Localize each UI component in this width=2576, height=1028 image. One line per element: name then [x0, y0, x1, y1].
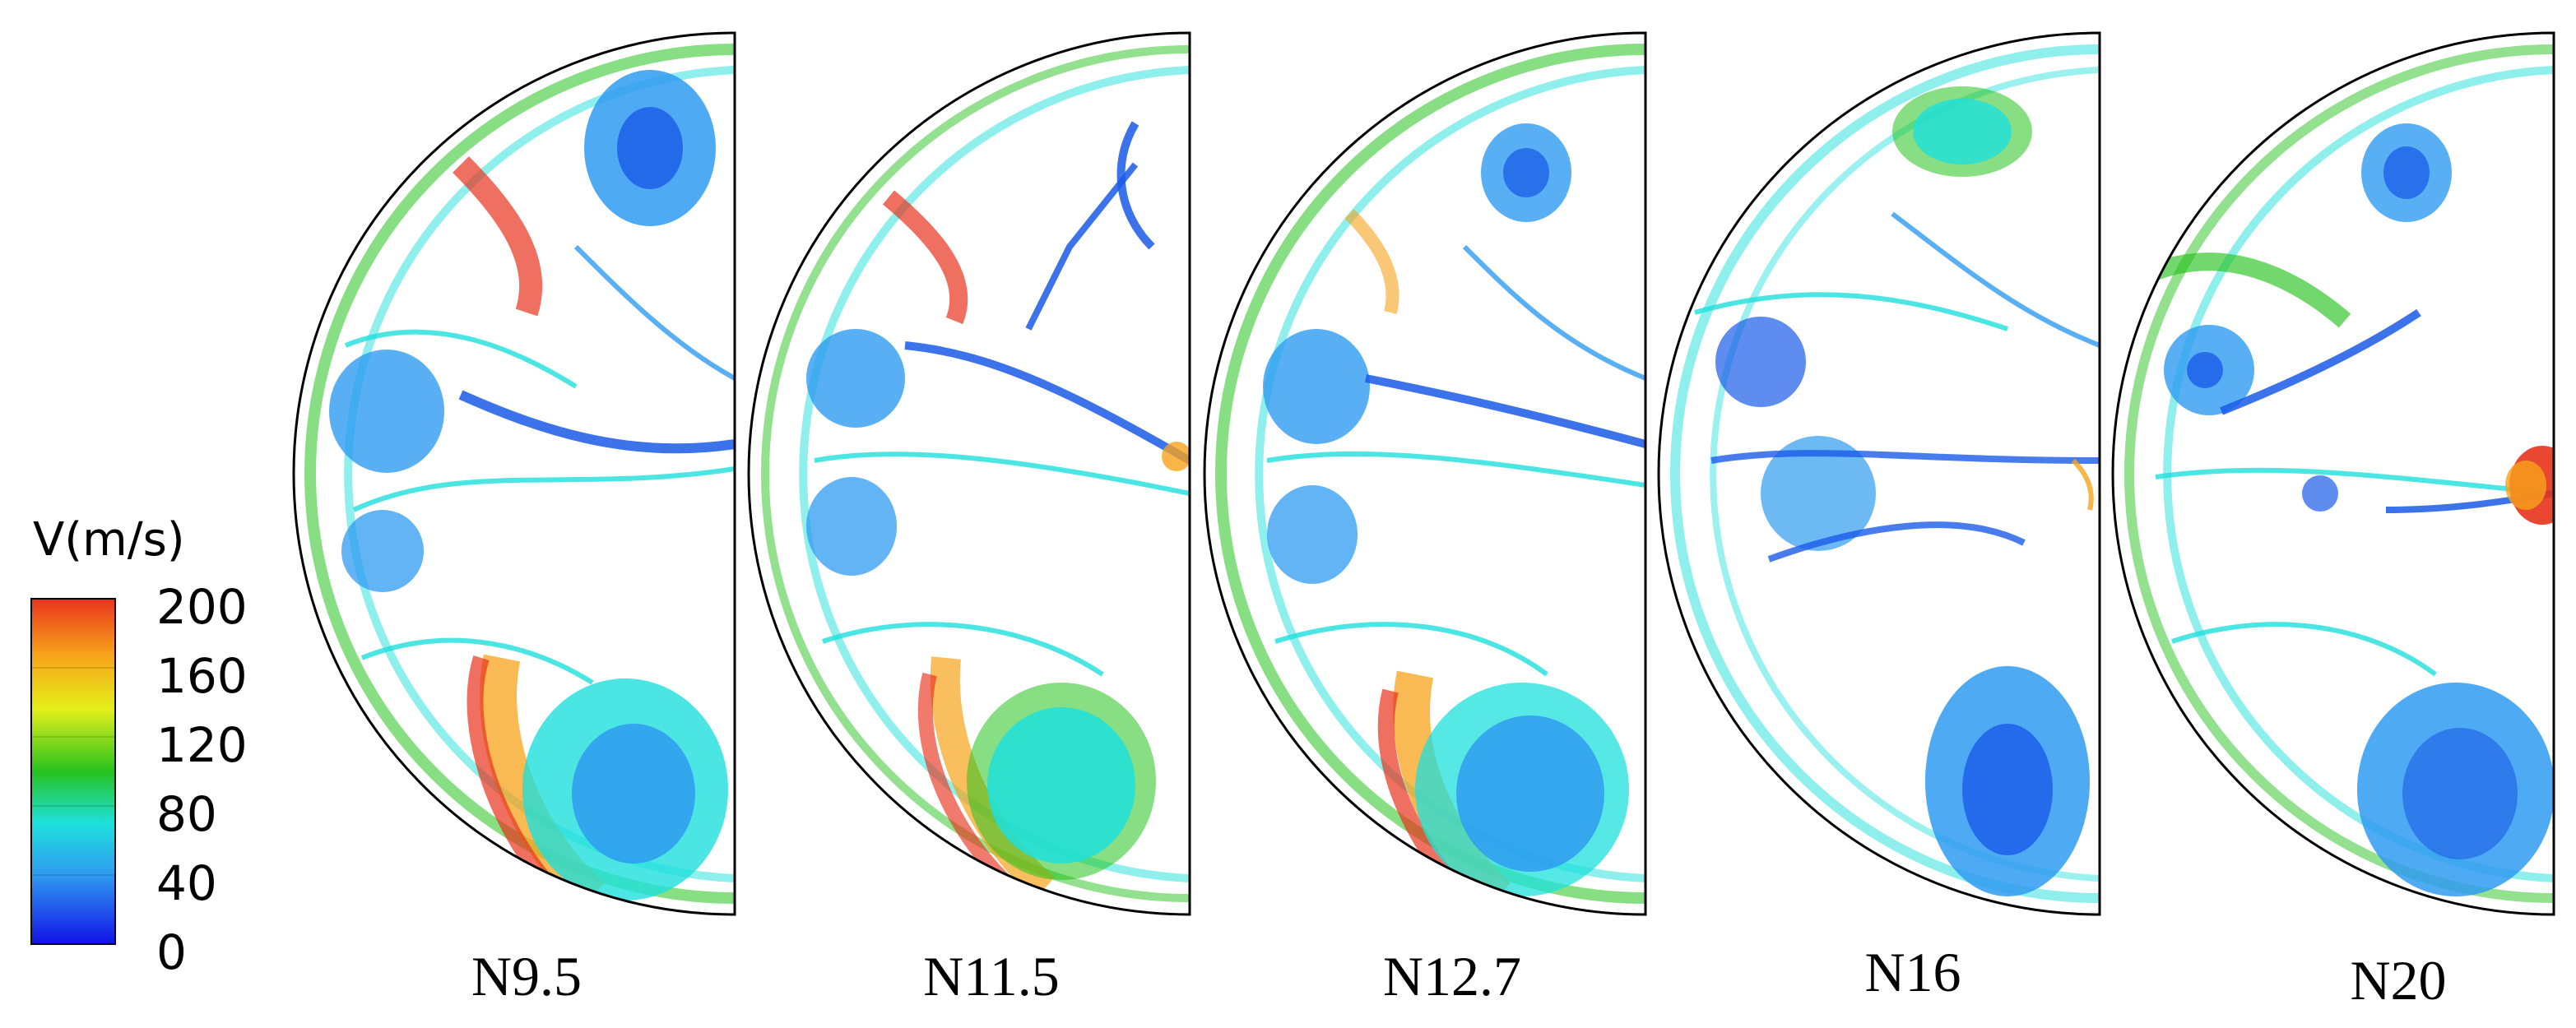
flow-panel-n9-5: N9.5	[292, 31, 736, 1007]
panel-label: N12.7	[1383, 945, 1521, 1007]
panel-label: N9.5	[471, 945, 582, 1007]
legend-tick-0: 0	[156, 924, 187, 980]
flow-panel-n11-5: N11.5	[747, 31, 1191, 1007]
legend-title: V(m/s)	[33, 513, 185, 567]
panel-label: N20	[2350, 949, 2446, 1012]
legend-tick-160: 160	[156, 648, 248, 704]
flow-panel-n20: N20	[2111, 31, 2555, 1012]
legend-tick-200: 200	[156, 579, 248, 635]
legend-tick-80: 80	[156, 786, 217, 842]
legend-tick-40: 40	[156, 855, 217, 911]
panel-label: N16	[1864, 941, 1961, 1003]
flow-panel-n12-7: N12.7	[1203, 31, 1647, 1007]
panel-label: N11.5	[923, 945, 1060, 1007]
color-legend: V(m/s) 200 160 120 80 40 0	[30, 513, 248, 980]
legend-tick-120: 120	[156, 717, 248, 773]
legend-colorbar	[30, 598, 116, 945]
flow-panel-n16: N16	[1657, 31, 2101, 1003]
